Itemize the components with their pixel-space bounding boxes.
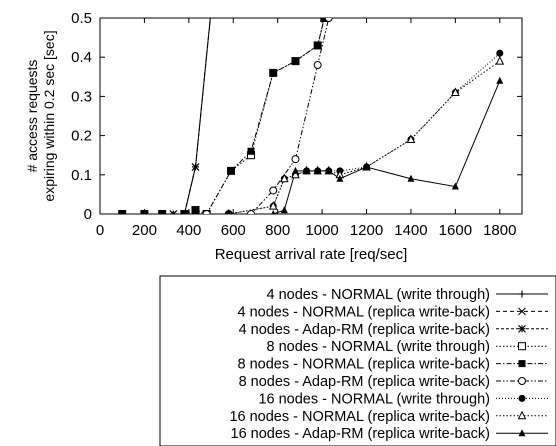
- legend-entry-label: 16 nodes - Adap-RM (replica write-back): [231, 426, 491, 442]
- data-point-plus: [518, 290, 526, 298]
- legend-entry-label: 8 nodes - NORMAL (write through): [267, 339, 491, 355]
- data-point-asterisk: [518, 324, 526, 333]
- data-point-filled-triangle: [226, 210, 231, 214]
- data-point-open-circle: [518, 377, 526, 385]
- data-point-open-triangle: [517, 410, 527, 420]
- data-point-open-circle: [313, 61, 322, 70]
- legend-entry-label: 16 nodes - NORMAL (replica write-back): [229, 409, 490, 425]
- data-point-filled-triangle: [518, 429, 526, 437]
- y-tick-label: 0.5: [71, 10, 92, 27]
- data-point-filled-triangle: [280, 206, 288, 214]
- data-point-filled-square: [118, 210, 126, 214]
- series-line-5: [122, 18, 325, 214]
- legend-box: [159, 275, 556, 446]
- data-point-filled-triangle: [314, 166, 322, 174]
- y-axis-label-line-2: expiring within 0.2 sec [sec]: [41, 30, 57, 201]
- data-point-filled-square: [227, 167, 235, 175]
- data-point-asterisk: [191, 163, 200, 171]
- data-point-open-triangle: [406, 134, 416, 144]
- legend-entry-label: 8 nodes - Adap-RM (replica write-back): [239, 374, 490, 390]
- data-point-filled-square: [518, 360, 526, 368]
- legend-entry-label: 16 nodes - NORMAL (write through): [258, 391, 490, 407]
- series-line-7: [228, 52, 501, 214]
- data-point-open-circle: [202, 210, 211, 214]
- series-group: [122, 18, 501, 214]
- data-point-filled-square: [158, 210, 166, 214]
- data-point-filled-triangle: [325, 166, 333, 174]
- data-point-filled-square: [140, 210, 148, 214]
- data-point-filled-triangle: [271, 210, 276, 214]
- data-point-filled-triangle: [407, 174, 415, 182]
- y-tick-label: 0.1: [71, 167, 92, 184]
- data-point-open-circle: [324, 18, 333, 22]
- data-point-open-triangle: [280, 173, 289, 183]
- data-point-filled-square: [291, 57, 299, 65]
- data-point-filled-square: [314, 41, 322, 49]
- x-tick-label: 1400: [394, 222, 427, 239]
- tick-labels: 0 200 400 600 800 1000 1200 1400 1600 1800 0 0.1 0.2…: [71, 10, 516, 239]
- x-tick-label: 1800: [483, 222, 516, 239]
- data-point-filled-square: [269, 69, 277, 77]
- marker-group: [118, 18, 505, 214]
- legend-entry-label: 8 nodes - NORMAL (replica write-back): [238, 357, 490, 373]
- data-point-filled-square: [247, 147, 255, 155]
- data-point-open-circle: [291, 155, 300, 164]
- data-point-open-square: [518, 342, 526, 351]
- y-tick-label: 0.4: [71, 49, 92, 66]
- x-tick-label: 1000: [305, 222, 338, 239]
- data-point-open-triangle: [291, 169, 300, 179]
- legend-entry-label: 4 nodes - NORMAL (replica write-back): [238, 304, 490, 320]
- series-line-2: [122, 18, 211, 214]
- data-point-filled-triangle: [363, 162, 371, 170]
- axes: [99, 17, 523, 215]
- y-tick-label: 0.3: [71, 88, 92, 105]
- data-point-cross: [518, 307, 526, 316]
- y-axis-label-line-1: # access requests: [24, 60, 40, 173]
- legend-entry-label: 4 nodes - NORMAL (write through): [267, 287, 491, 303]
- y-tick-label: 0.2: [71, 128, 92, 145]
- data-point-open-circle: [247, 210, 256, 214]
- data-point-filled-triangle: [303, 166, 311, 174]
- data-point-open-circle: [269, 186, 278, 195]
- x-tick-label: 1200: [350, 222, 383, 239]
- series-line-3: [122, 18, 211, 214]
- data-point-filled-circle: [518, 394, 526, 402]
- data-point-filled-circle: [496, 49, 504, 57]
- x-tick-label: 1600: [439, 222, 472, 239]
- data-point-filled-square: [320, 18, 328, 22]
- legend-entry-label: 4 nodes - Adap-RM (replica write-back): [239, 322, 490, 338]
- data-point-open-triangle: [495, 56, 505, 65]
- data-point-filled-triangle: [291, 166, 299, 174]
- data-point-filled-square: [192, 206, 200, 214]
- x-tick-label: 400: [176, 222, 201, 239]
- data-point-open-triangle: [268, 201, 278, 210]
- x-axis-label: Request arrival rate [req/sec]: [215, 246, 408, 263]
- plot-frame: [99, 17, 523, 215]
- data-point-filled-square: [180, 210, 188, 214]
- x-tick-label: 600: [221, 222, 246, 239]
- data-point-filled-triangle: [336, 174, 344, 182]
- data-point-filled-triangle: [496, 76, 504, 84]
- x-tick-label: 200: [132, 222, 157, 239]
- data-point-filled-triangle: [451, 182, 459, 190]
- legend: 4 nodes - NORMAL (write through)4 nodes …: [159, 275, 556, 446]
- data-point-asterisk: [169, 210, 178, 214]
- series-line-6: [206, 18, 330, 214]
- x-tick-label: 0: [96, 222, 104, 239]
- series-line-1: [122, 18, 211, 214]
- x-tick-label: 800: [265, 222, 290, 239]
- data-point-open-triangle: [451, 87, 460, 96]
- y-tick-label: 0: [84, 206, 92, 223]
